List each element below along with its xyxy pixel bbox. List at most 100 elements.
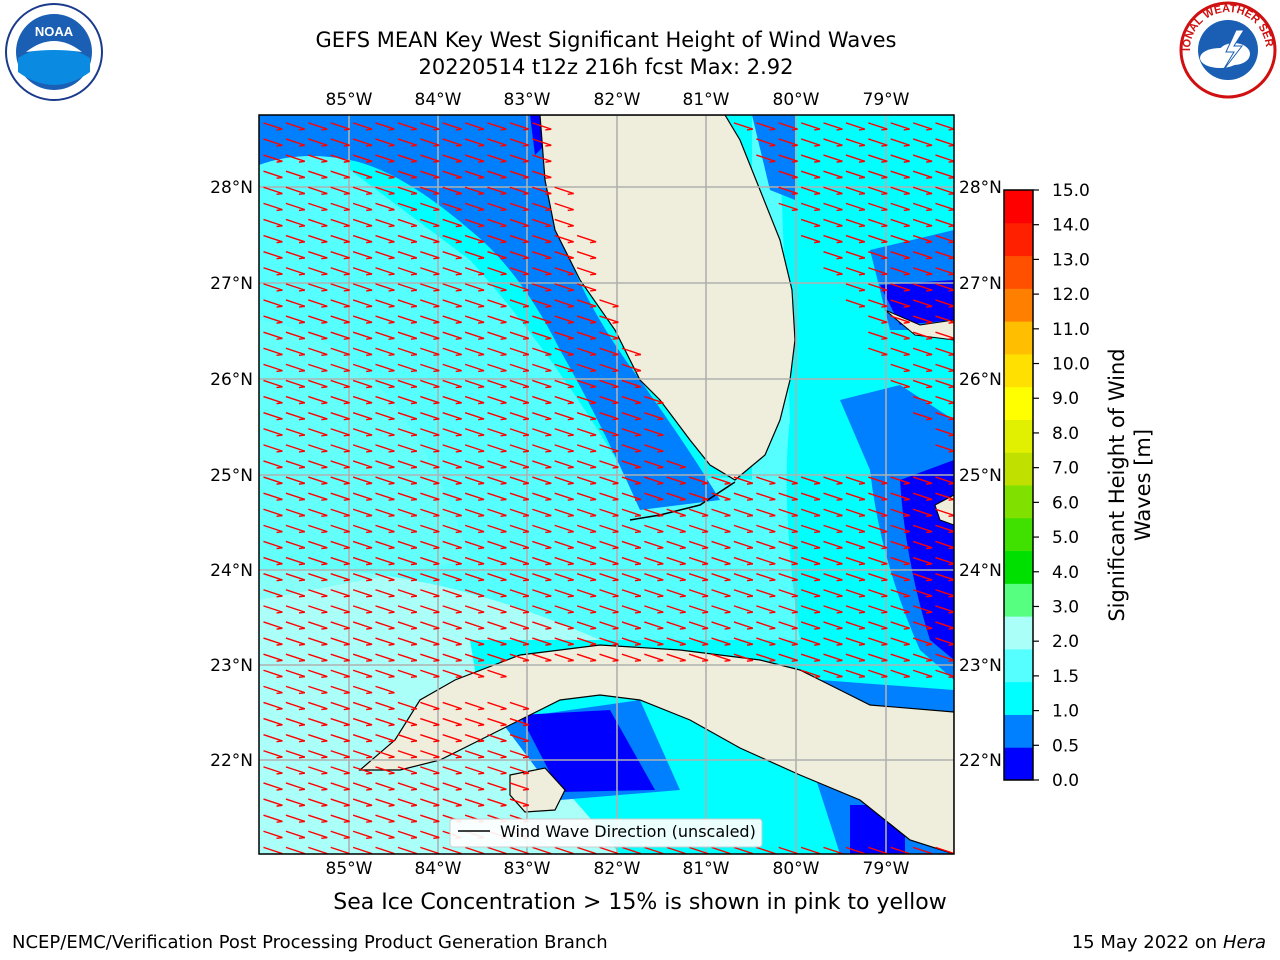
wave-arrow (397, 814, 418, 823)
wave-arrow (375, 814, 395, 823)
wave-arrow (397, 589, 418, 598)
wave-arrow (308, 782, 328, 791)
wave-arrow (823, 669, 843, 679)
wave-arrow (352, 299, 373, 308)
wave-arrow (868, 267, 888, 276)
wave-arrow (375, 234, 395, 244)
wave-arrow (487, 299, 507, 308)
wave-arrow (330, 492, 350, 501)
wave-arrow (509, 782, 530, 791)
wave-arrow (285, 250, 306, 260)
wave-arrow (599, 524, 619, 534)
colorbar-band (1004, 681, 1033, 715)
wave-arrow (823, 572, 843, 582)
wave-arrow (420, 267, 440, 276)
wave-arrow (778, 508, 798, 518)
wave-arrow (420, 444, 440, 453)
wave-arrow (330, 798, 350, 807)
wave-arrow (464, 170, 485, 179)
wave-arrow (308, 476, 328, 485)
wave-arrow (285, 717, 306, 727)
wave-arrow (868, 202, 888, 212)
lat-label-right: 24°N (959, 561, 1002, 581)
wave-arrow (375, 798, 395, 807)
lat-label-left: 24°N (210, 561, 253, 581)
wave-arrow (308, 234, 328, 244)
wave-arrow (554, 363, 574, 373)
wave-arrow (308, 508, 328, 518)
wave-arrow (823, 556, 843, 566)
colorbar-band (1004, 714, 1033, 748)
wave-arrow (912, 170, 933, 179)
ocean-blue-band-west (259, 115, 720, 510)
wave-arrow (576, 508, 597, 518)
wave-arrow (375, 186, 395, 196)
wave-arrow (375, 508, 395, 518)
lat-label-right: 26°N (959, 370, 1002, 390)
wave-arrow (599, 363, 619, 373)
wave-arrow (576, 637, 597, 646)
wave-arrow (599, 492, 619, 501)
wave-arrow (308, 444, 328, 453)
wave-arrow (308, 798, 328, 807)
wave-arrow (890, 653, 910, 662)
wave-arrow (397, 347, 418, 357)
wave-arrow (554, 589, 574, 598)
wave-arrow (285, 766, 306, 775)
wave-arrow (711, 653, 731, 662)
wave-arrow (554, 605, 574, 614)
wave-arrow (890, 218, 910, 228)
wave-arrow (733, 476, 754, 485)
wave-arrow (263, 379, 283, 389)
wave-arrow (352, 138, 373, 147)
colorbar-tick-label: 0.5 (1052, 736, 1079, 756)
wave-arrow (420, 122, 440, 131)
wave-arrow (554, 572, 574, 582)
wave-arrow (912, 589, 933, 598)
wave-arrow (375, 138, 395, 147)
wave-arrow (352, 460, 373, 469)
wave-arrow (330, 733, 350, 743)
wave-arrow (397, 653, 418, 662)
wave-arrow (509, 299, 530, 308)
wave-arrow (800, 122, 821, 131)
wave-arrow (487, 540, 507, 550)
wave-arrow (509, 411, 530, 421)
wave-arrow (352, 411, 373, 421)
wave-arrow (352, 750, 373, 759)
wave-arrow (308, 363, 328, 373)
footer-date-text: 15 May 2022 on (1071, 932, 1218, 953)
wave-arrow (352, 637, 373, 646)
colorbar-label: Significant Height of Wind Waves [m] (1105, 348, 1155, 622)
wave-arrow (397, 540, 418, 550)
wave-arrow (442, 701, 462, 711)
wave-arrow (420, 202, 440, 212)
wave-arrow (845, 234, 866, 244)
wave-arrow (397, 750, 418, 759)
wave-arrow (330, 283, 350, 292)
wave-arrow (375, 444, 395, 453)
wave-arrow (890, 605, 910, 614)
wave-arrow (711, 492, 731, 501)
wave-arrow (442, 218, 462, 228)
lon-label-bottom: 82°W (594, 859, 641, 879)
wave-arrow (576, 283, 597, 292)
wave-arrow (308, 202, 328, 212)
wave-arrow (711, 605, 731, 614)
wave-arrow (487, 379, 507, 389)
ocean-dark-patch-bahamas (880, 280, 954, 325)
wave-arrow (554, 299, 574, 308)
wave-arrow (487, 218, 507, 228)
wave-arrow (666, 637, 686, 646)
wave-arrow (912, 556, 933, 566)
wave-arrow (576, 460, 597, 469)
wave-arrow (397, 637, 418, 646)
wave-arrow (285, 202, 306, 212)
wave-arrow (285, 524, 306, 534)
wave-arrow (711, 508, 731, 518)
wave-arrow (509, 701, 530, 711)
wave-arrow (599, 637, 619, 646)
wave-arrow (375, 283, 395, 292)
wave-arrow (778, 492, 798, 501)
wave-arrow (352, 717, 373, 727)
